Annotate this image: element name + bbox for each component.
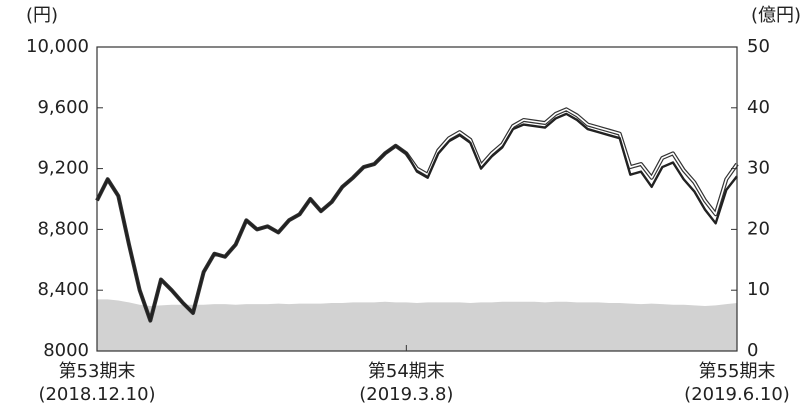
line-outline — [95, 107, 739, 323]
y-tick-label: 9,200 — [37, 158, 89, 179]
y2-tick-label: 0 — [747, 340, 758, 361]
x-tick-date: (2019.3.8) — [359, 384, 453, 405]
x-tick-label: 第53期末 — [59, 361, 136, 382]
y2-tick-label: 30 — [747, 158, 770, 179]
line-inner — [96, 108, 738, 322]
y2-tick-label: 40 — [747, 97, 770, 118]
y-tick-label: 8000 — [43, 340, 89, 361]
line — [95, 112, 738, 322]
y-tick-label: 8,400 — [37, 279, 89, 300]
y-tick-label: 10,000 — [26, 36, 89, 57]
x-tick-label: 第55期末 — [699, 361, 776, 382]
y-tick-label: 8,800 — [37, 218, 89, 239]
x-tick-label: 第54期末 — [368, 361, 445, 382]
x-tick-date: (2019.6.10) — [684, 384, 790, 405]
y2-tick-label: 10 — [747, 279, 770, 300]
y-tick-label: 9,600 — [37, 97, 89, 118]
plot-frame — [96, 46, 738, 352]
y2-tick-label: 50 — [747, 36, 770, 57]
y2-unit-label: (億円) — [751, 5, 801, 26]
y-unit-label: (円) — [26, 5, 58, 26]
y2-tick-label: 20 — [747, 218, 770, 239]
x-tick-date: (2018.12.10) — [38, 384, 155, 405]
net-assets-area — [97, 299, 737, 351]
